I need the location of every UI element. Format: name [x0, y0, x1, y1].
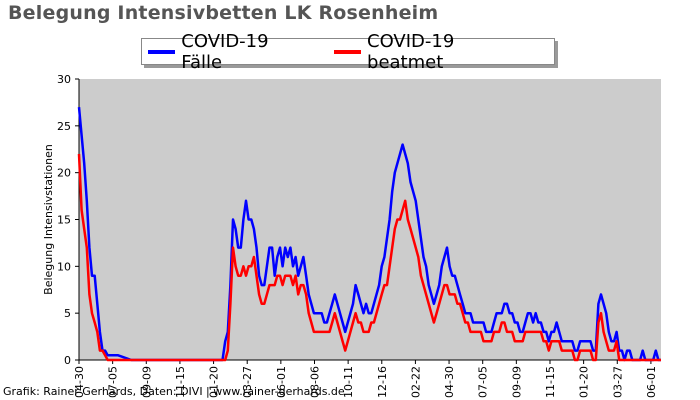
y-tick-label-0: 0	[64, 354, 71, 367]
x-tick-label-2: 09-09	[140, 366, 153, 398]
x-tick-label-12: 07-05	[477, 366, 490, 398]
x-tick-label-1: 07-05	[107, 366, 120, 398]
y-tick-label-20: 20	[57, 167, 71, 180]
x-tick-label-16: 03-27	[611, 366, 624, 398]
x-tick-label-6: 06-01	[275, 366, 288, 398]
x-tick-label-15: 01-20	[578, 366, 591, 398]
x-tick-label-11: 04-30	[443, 366, 456, 398]
y-tick-label-25: 25	[57, 120, 71, 133]
legend-swatch-beatmet	[333, 49, 362, 54]
y-tick-label-10: 10	[57, 260, 71, 273]
x-tick-label-7: 08-06	[308, 366, 321, 398]
y-tick-label-5: 5	[64, 307, 71, 320]
legend-item-faelle: COVID-19 Fälle	[148, 31, 312, 73]
x-tick-label-3: 11-15	[174, 366, 187, 398]
x-tick-label-5: 03-27	[241, 366, 254, 398]
y-tick-label-15: 15	[57, 214, 71, 227]
x-tick-label-8: 10-11	[342, 366, 355, 398]
x-tick-label-13: 09-09	[510, 366, 523, 398]
x-tick-label-14: 11-15	[544, 366, 557, 398]
legend-label-beatmet: COVID-19 beatmet	[367, 30, 455, 73]
chart-title: Belegung Intensivbetten LK Rosenheim	[8, 2, 439, 24]
chart-legend: COVID-19 Fälle COVID-19 beatmet	[141, 31, 555, 73]
x-tick-label-10: 02-22	[409, 366, 422, 398]
series-line-beatmet	[77, 153, 661, 362]
legend-swatch-faelle	[148, 49, 176, 54]
credit-line: Grafik: Rainer Gerhards, Daten: DIVI | w…	[3, 385, 345, 398]
legend-item-beatmet: COVID-19 beatmet	[333, 30, 532, 73]
x-tick-label-9: 12-16	[376, 366, 389, 398]
x-tick-label-17: 06-01	[645, 366, 658, 398]
series-line-faelle	[77, 106, 661, 362]
x-tick-label-0: 04-30	[73, 366, 86, 398]
x-tick-label-4: 01-20	[208, 366, 221, 398]
y-tick-label-30: 30	[57, 73, 71, 86]
plot-area	[79, 79, 661, 360]
y-axis-label: Belegung Intensivstationen	[42, 144, 55, 295]
legend-label-faelle: COVID-19 Fälle	[181, 30, 269, 73]
